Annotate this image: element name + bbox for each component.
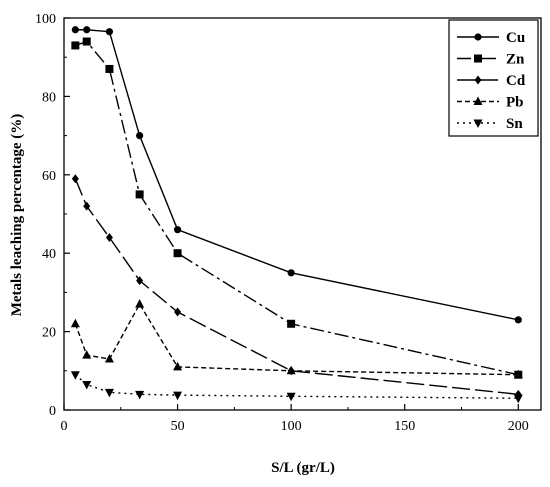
data-point-cd-1 bbox=[83, 201, 91, 211]
data-point-zn-4 bbox=[173, 249, 182, 258]
legend-box bbox=[448, 19, 539, 137]
plot-area: 0 50 100 150 200 0 20 40 60 80 100 Cu Zn Cd Pb Sn bbox=[35, 12, 542, 434]
data-point-zn-3 bbox=[135, 190, 144, 199]
data-point-sn-0 bbox=[70, 371, 80, 380]
data-point-zn-2 bbox=[105, 64, 114, 73]
data-point-cu-0 bbox=[71, 26, 79, 34]
data-point-cd-3 bbox=[136, 276, 144, 286]
data-point-cu-3 bbox=[136, 132, 144, 140]
data-point-cu-4 bbox=[173, 226, 182, 234]
data-point-sn-5 bbox=[286, 392, 296, 402]
legend-marker-sn bbox=[473, 119, 483, 128]
data-point-pb-1 bbox=[82, 350, 92, 359]
data-point-sn-1 bbox=[82, 381, 92, 390]
x-tick-label-3: 150 bbox=[394, 419, 415, 434]
data-point-sn-6 bbox=[513, 394, 523, 404]
legend-marker-cu bbox=[474, 33, 482, 41]
series-cd bbox=[71, 174, 522, 399]
data-point-pb-5 bbox=[286, 365, 296, 375]
data-point-cd-2 bbox=[105, 233, 113, 243]
series-line-pb bbox=[74, 302, 519, 376]
data-point-cu-1 bbox=[83, 26, 91, 34]
y-tick-label-1: 20 bbox=[42, 326, 56, 341]
data-point-pb-0 bbox=[70, 318, 80, 328]
legend-label-cd: Cd bbox=[506, 73, 526, 89]
series-pb bbox=[70, 299, 523, 379]
y-tick-label-3: 60 bbox=[42, 169, 56, 184]
legend-marker-pb bbox=[473, 96, 483, 105]
series-line-cd bbox=[74, 178, 519, 396]
x-tick-label-4: 200 bbox=[508, 419, 529, 434]
data-point-cu-2 bbox=[105, 28, 114, 36]
data-point-zn-1 bbox=[82, 37, 91, 46]
y-axis-title: Metals leaching percentage (%) bbox=[9, 114, 25, 317]
data-point-cu-5 bbox=[287, 269, 295, 277]
y-tick-label-0: 0 bbox=[49, 404, 56, 419]
data-point-zn-0 bbox=[71, 41, 80, 50]
data-point-cd-4 bbox=[174, 307, 182, 317]
x-tick-label-1: 50 bbox=[171, 419, 185, 434]
data-point-sn-4 bbox=[173, 391, 183, 401]
legend: Cu Zn Cd Pb Sn bbox=[448, 19, 539, 137]
data-point-sn-2 bbox=[104, 388, 114, 398]
data-point-pb-4 bbox=[173, 361, 183, 371]
data-point-cu-6 bbox=[514, 316, 522, 324]
data-point-pb-3 bbox=[135, 299, 145, 308]
series-cu bbox=[71, 26, 522, 324]
data-point-cd-0 bbox=[71, 174, 79, 184]
x-tick-label-0: 0 bbox=[61, 419, 68, 434]
legend-marker-cd bbox=[474, 75, 482, 85]
data-point-pb-2 bbox=[104, 354, 114, 363]
y-tick-label-2: 40 bbox=[42, 247, 56, 262]
legend-label-cu: Cu bbox=[506, 30, 525, 46]
data-point-zn-5 bbox=[287, 319, 296, 328]
x-tick-label-2: 100 bbox=[281, 419, 302, 434]
y-tick-label-4: 80 bbox=[42, 90, 56, 105]
data-point-pb-6 bbox=[513, 369, 523, 379]
series-sn bbox=[70, 371, 523, 404]
x-axis-title: S/L (gr/L) bbox=[271, 460, 335, 476]
data-point-sn-3 bbox=[135, 390, 145, 400]
y-tick-label-5: 100 bbox=[35, 12, 56, 27]
legend-label-sn: Sn bbox=[506, 116, 523, 132]
legend-label-pb: Pb bbox=[506, 95, 524, 111]
legend-marker-zn bbox=[474, 54, 482, 63]
legend-label-zn: Zn bbox=[506, 52, 525, 68]
